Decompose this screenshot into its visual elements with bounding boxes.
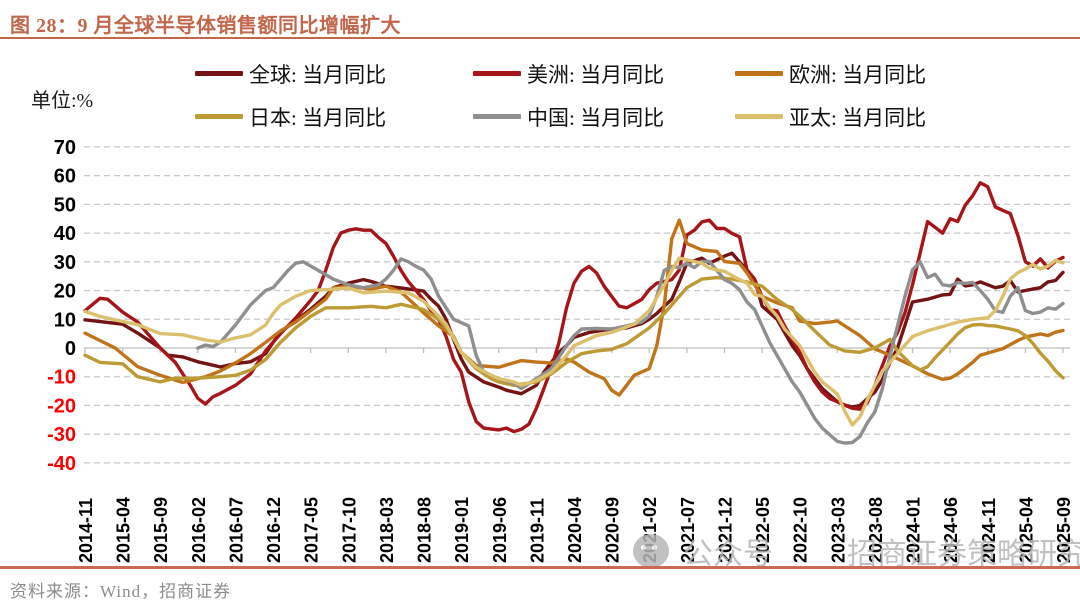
legend-swatch-line bbox=[735, 114, 783, 119]
legend-item-global: 全球: 当月同比 bbox=[195, 52, 473, 95]
svg-text:2016-07: 2016-07 bbox=[226, 497, 246, 563]
svg-text:-30: -30 bbox=[47, 424, 76, 446]
legend-swatch-line bbox=[195, 71, 243, 76]
svg-text:2016-02: 2016-02 bbox=[189, 497, 209, 563]
legend-label: 中国: 当月同比 bbox=[527, 105, 665, 130]
svg-text:10: 10 bbox=[54, 309, 76, 331]
svg-text:2015-09: 2015-09 bbox=[151, 497, 171, 563]
legend-item-americas: 美洲: 当月同比 bbox=[473, 52, 735, 95]
svg-text:70: 70 bbox=[54, 137, 76, 159]
svg-text:2022-10: 2022-10 bbox=[791, 497, 811, 563]
svg-text:2019-11: 2019-11 bbox=[527, 498, 547, 563]
svg-text:30: 30 bbox=[54, 252, 76, 274]
svg-text:-20: -20 bbox=[47, 395, 76, 417]
watermark: 公众号 招商证券策略研究 bbox=[633, 529, 1080, 573]
legend-item-europe: 欧洲: 当月同比 bbox=[735, 52, 1025, 95]
legend-label: 亚太: 当月同比 bbox=[789, 105, 927, 130]
svg-text:2020-09: 2020-09 bbox=[603, 497, 623, 563]
svg-text:2015-04: 2015-04 bbox=[114, 497, 134, 563]
unit-label: 单位:% bbox=[31, 90, 94, 112]
legend-item-japan: 日本: 当月同比 bbox=[195, 95, 473, 138]
legend-label: 欧洲: 当月同比 bbox=[789, 62, 927, 87]
legend-label: 日本: 当月同比 bbox=[249, 105, 387, 130]
svg-text:2020-04: 2020-04 bbox=[565, 497, 585, 563]
legend-swatch-line bbox=[473, 71, 521, 76]
svg-text:2016-12: 2016-12 bbox=[264, 497, 284, 563]
svg-text:2017-05: 2017-05 bbox=[302, 497, 322, 563]
svg-text:2021-12: 2021-12 bbox=[715, 497, 735, 563]
svg-text:2025-09: 2025-09 bbox=[1054, 497, 1074, 563]
svg-text:2014-11: 2014-11 bbox=[76, 498, 96, 563]
svg-text:2021-07: 2021-07 bbox=[678, 497, 698, 563]
svg-text:2024-01: 2024-01 bbox=[904, 497, 924, 563]
svg-text:2019-01: 2019-01 bbox=[452, 497, 472, 563]
svg-text:40: 40 bbox=[54, 223, 76, 245]
svg-text:2023-08: 2023-08 bbox=[866, 497, 886, 563]
svg-text:20: 20 bbox=[54, 281, 76, 303]
svg-text:-10: -10 bbox=[47, 367, 76, 389]
svg-text:2018-03: 2018-03 bbox=[377, 497, 397, 563]
svg-text:2023-03: 2023-03 bbox=[828, 497, 848, 563]
svg-text:2024-11: 2024-11 bbox=[979, 498, 999, 563]
legend-swatch-line bbox=[195, 114, 243, 119]
watermark-text-1: 公众号 bbox=[683, 538, 773, 571]
figure-title: 图 28：9 月全球半导体销售额同比增幅扩大 bbox=[10, 15, 401, 37]
legend-label: 美洲: 当月同比 bbox=[527, 62, 665, 87]
legend-swatch-line bbox=[735, 71, 783, 76]
watermark-text-2: 招商证券策略研究 bbox=[847, 538, 1080, 571]
bottom-rule bbox=[0, 566, 1080, 569]
svg-text:2024-06: 2024-06 bbox=[941, 497, 961, 563]
svg-text:-40: -40 bbox=[47, 453, 76, 475]
legend-item-apac: 亚太: 当月同比 bbox=[735, 95, 1025, 138]
svg-text:2019-06: 2019-06 bbox=[490, 497, 510, 563]
wechat-icon bbox=[633, 534, 669, 568]
svg-text:60: 60 bbox=[54, 166, 76, 188]
svg-text:2018-08: 2018-08 bbox=[415, 497, 435, 563]
source-note: 资料来源：Wind，招商证券 bbox=[10, 582, 232, 601]
chart-legend: 全球: 当月同比 美洲: 当月同比 欧洲: 当月同比 日本: 当月同比 中国: … bbox=[195, 52, 1025, 138]
svg-text:50: 50 bbox=[54, 194, 76, 216]
legend-swatch-line bbox=[473, 114, 521, 119]
svg-text:2017-10: 2017-10 bbox=[339, 497, 359, 563]
legend-label: 全球: 当月同比 bbox=[249, 62, 387, 87]
legend-item-china: 中国: 当月同比 bbox=[473, 95, 735, 138]
svg-text:2025-04: 2025-04 bbox=[1016, 497, 1036, 563]
title-underline bbox=[0, 37, 1080, 39]
svg-text:2022-05: 2022-05 bbox=[753, 497, 773, 563]
svg-text:0: 0 bbox=[65, 338, 76, 360]
